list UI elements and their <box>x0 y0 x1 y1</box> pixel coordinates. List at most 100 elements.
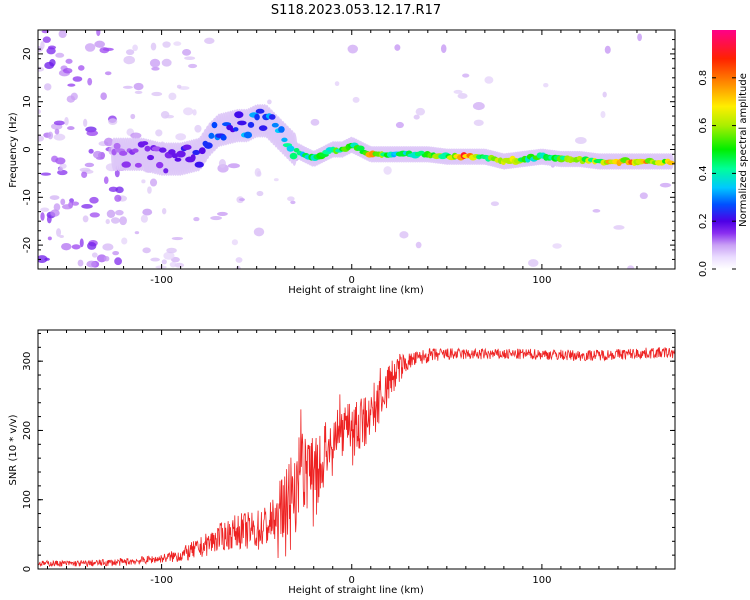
noise-blob <box>108 186 118 192</box>
spectrogram-y-tick-label: -20 <box>22 237 33 253</box>
snr-y-tick-label: 200 <box>22 421 33 440</box>
noise-blob <box>193 216 200 222</box>
ridge-blob <box>258 125 268 132</box>
noise-blob <box>84 162 95 168</box>
noise-blob <box>155 129 163 137</box>
noise-blob <box>253 227 265 237</box>
noise-blob <box>44 61 55 70</box>
noise-blob <box>147 186 152 194</box>
noise-blob <box>53 203 61 212</box>
ridge-blob <box>268 114 276 120</box>
noise-blob <box>552 243 562 249</box>
noise-blob <box>38 109 41 115</box>
spectrogram-y-axis-label: Frequency (Hz) <box>8 112 19 188</box>
noise-blob <box>231 239 239 246</box>
snr-x-tick-label: -100 <box>150 575 173 586</box>
noise-blob <box>104 137 114 147</box>
noise-blob <box>140 214 148 223</box>
noise-blob <box>440 44 447 54</box>
noise-blob <box>49 195 60 200</box>
snr-y-tick-label: 0 <box>22 566 33 572</box>
ridge-blob <box>243 131 253 139</box>
noise-blob <box>183 107 194 116</box>
noise-blob <box>86 260 97 268</box>
ridge-blob <box>158 147 167 153</box>
noise-blob <box>59 234 64 239</box>
noise-blob <box>462 73 470 78</box>
noise-blob <box>108 118 118 125</box>
noise-blob <box>472 102 485 111</box>
noise-blob <box>150 42 157 51</box>
snr-panel: -100 0 100 0 100 200 300 Height of straight li… <box>8 329 676 596</box>
colorbar-label: Normalized spectral amplitude <box>738 73 749 227</box>
noise-blob <box>96 254 107 263</box>
noise-blob <box>96 30 101 37</box>
noise-blob <box>53 120 65 126</box>
noise-blob <box>613 225 625 230</box>
noise-blob <box>151 91 163 97</box>
spectrogram-x-axis-label: Height of straight line (km) <box>288 285 424 296</box>
noise-blob <box>287 196 295 202</box>
noise-blob <box>171 236 184 241</box>
noise-blob <box>352 96 360 103</box>
noise-blob <box>383 166 392 175</box>
noise-blob <box>50 209 60 217</box>
ridge-blob <box>134 162 142 168</box>
colorbar: 0.0 0.2 0.4 0.6 0.8 Normalized spectral ampl… <box>698 30 749 277</box>
noise-blob <box>103 176 109 185</box>
noise-blob <box>574 136 587 144</box>
noise-blob <box>87 241 97 250</box>
spectrogram-x-tick-label: 0 <box>349 275 355 286</box>
noise-blob <box>71 244 81 250</box>
noise-blob <box>92 150 103 159</box>
ridge-blob <box>144 145 151 152</box>
ridge-blob <box>278 126 285 133</box>
noise-blob <box>413 114 420 120</box>
noise-blob <box>155 265 167 269</box>
snr-ticks: -100 0 100 0 100 200 300 <box>22 330 676 586</box>
noise-blob <box>173 41 182 46</box>
ridge-blob <box>198 147 206 155</box>
ridge-blob <box>140 141 149 146</box>
ridge-blob <box>234 111 244 119</box>
noise-blob <box>490 201 499 207</box>
noise-blob <box>81 204 93 209</box>
noise-blob <box>53 133 66 141</box>
noise-blob <box>56 228 62 237</box>
noise-blob <box>543 82 549 88</box>
noise-blob <box>114 194 122 202</box>
colorbar-tick-label: 0.2 <box>698 213 709 229</box>
spectrogram-y-tick-label: 10 <box>22 95 33 108</box>
spectrogram-marks <box>38 30 675 269</box>
noise-blob <box>58 167 63 172</box>
noise-blob <box>67 126 75 131</box>
noise-blob <box>168 92 177 101</box>
noise-blob <box>57 169 68 176</box>
ridge-blob <box>204 142 213 149</box>
noise-blob <box>210 215 223 221</box>
noise-blob <box>130 132 142 139</box>
ridge-blob <box>271 122 279 128</box>
noise-blob <box>54 128 60 135</box>
noise-blob <box>121 237 128 245</box>
noise-blob <box>47 236 52 241</box>
noise-blob <box>592 209 601 213</box>
noise-blob <box>256 190 264 197</box>
noise-blob <box>166 247 177 254</box>
noise-blob <box>100 92 107 101</box>
noise-blob <box>161 58 172 67</box>
noise-blob <box>161 207 167 215</box>
ridge-blob <box>211 121 218 129</box>
noise-blob <box>600 111 606 119</box>
noise-blob <box>86 130 99 137</box>
noise-blob <box>334 81 340 87</box>
noise-blob <box>81 171 88 178</box>
noise-blob <box>227 163 240 169</box>
noise-blob <box>106 209 116 218</box>
snr-plot-area <box>38 330 675 569</box>
ridge-blob <box>176 150 186 158</box>
noise-blob <box>125 49 135 56</box>
noise-blob <box>91 252 98 258</box>
noise-blob <box>273 178 279 182</box>
